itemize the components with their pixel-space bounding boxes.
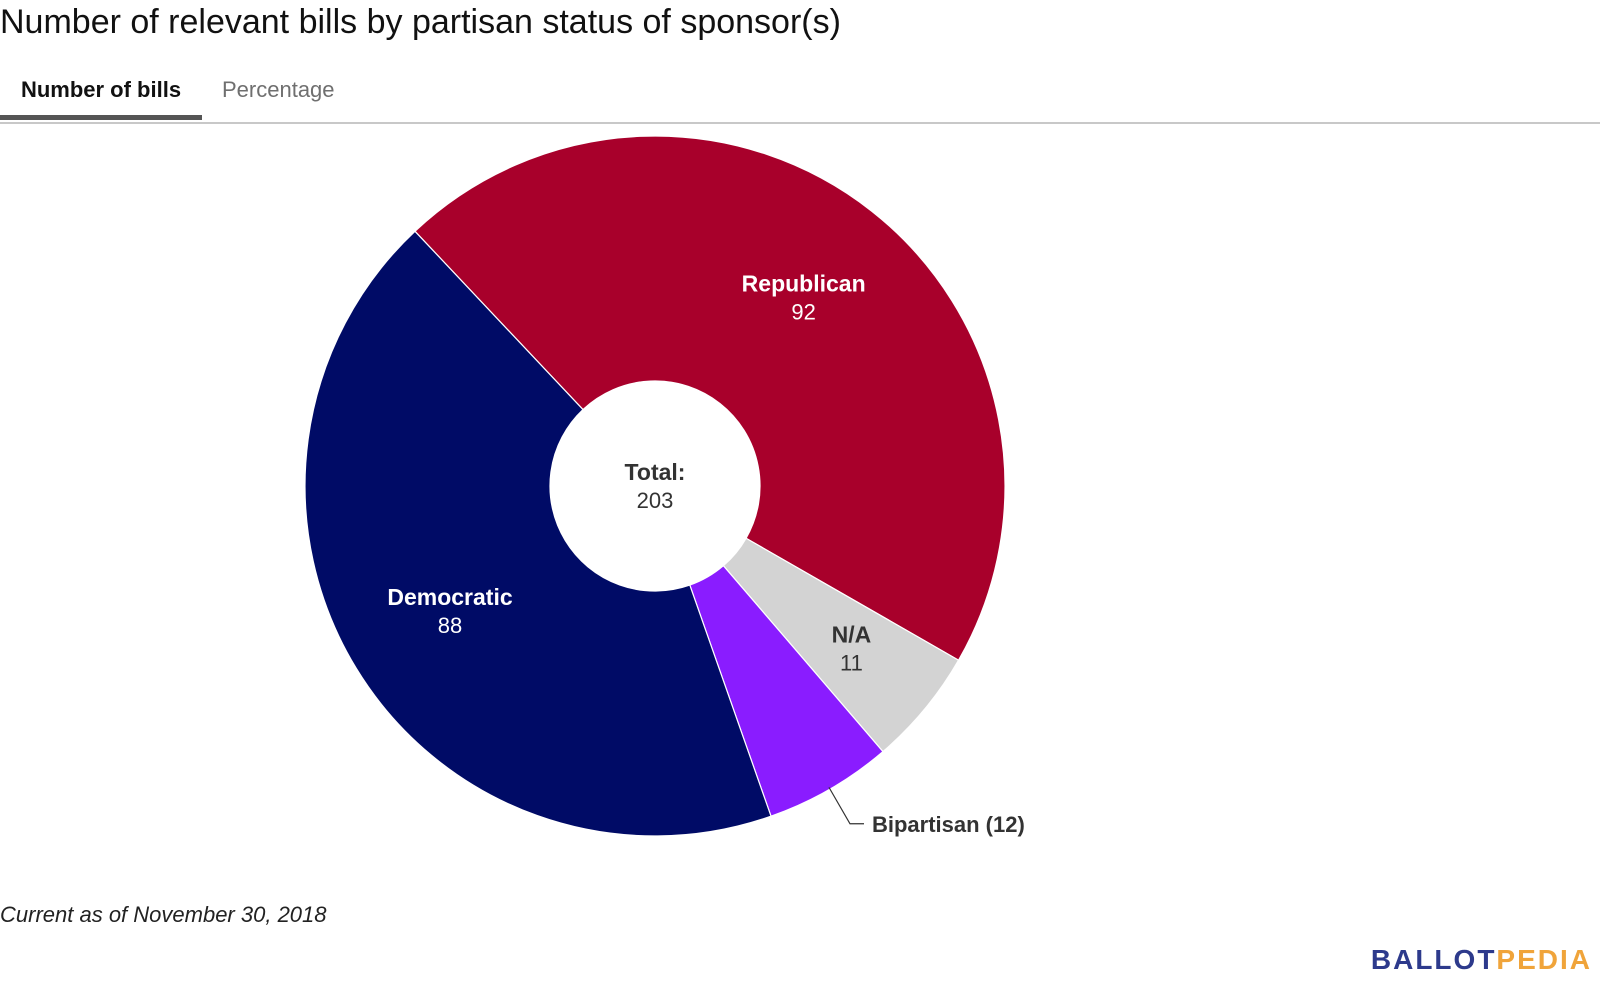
slice-republican [414,135,1006,662]
leader-line-bipartisan [828,787,864,825]
tab-number-of-bills[interactable]: Number of bills [0,70,202,120]
logo-part-ballot: BALLOT [1370,944,1497,975]
tab-bar: Number of bills Percentage [0,70,1600,120]
ballotpedia-logo: BALLOTPEDIA [1371,944,1592,976]
tab-percentage[interactable]: Percentage [222,77,335,102]
slice-value-democratic: 88 [438,613,462,638]
slice-democratic [304,230,772,837]
outside-label-bipartisan: Bipartisan (12) [872,812,1025,837]
slice-label-n-a: N/A [832,622,872,648]
logo-part-pedia: PEDIA [1496,944,1592,975]
tab-divider [0,122,1600,124]
center-total-label: Total: [625,459,686,485]
slice-label-republican: Republican [742,271,866,297]
slice-label-democratic: Democratic [387,584,512,610]
donut-chart: Republican 92 N/A 11 Bipartisan (12) Democrat… [304,135,1025,837]
slice-value-republican: 92 [791,300,815,325]
chart-title: Number of relevant bills by partisan sta… [0,3,841,41]
slice-value-n-a: 11 [840,651,863,676]
footnote: Current as of November 30, 2018 [0,902,327,927]
center-total-value: 203 [637,488,674,513]
